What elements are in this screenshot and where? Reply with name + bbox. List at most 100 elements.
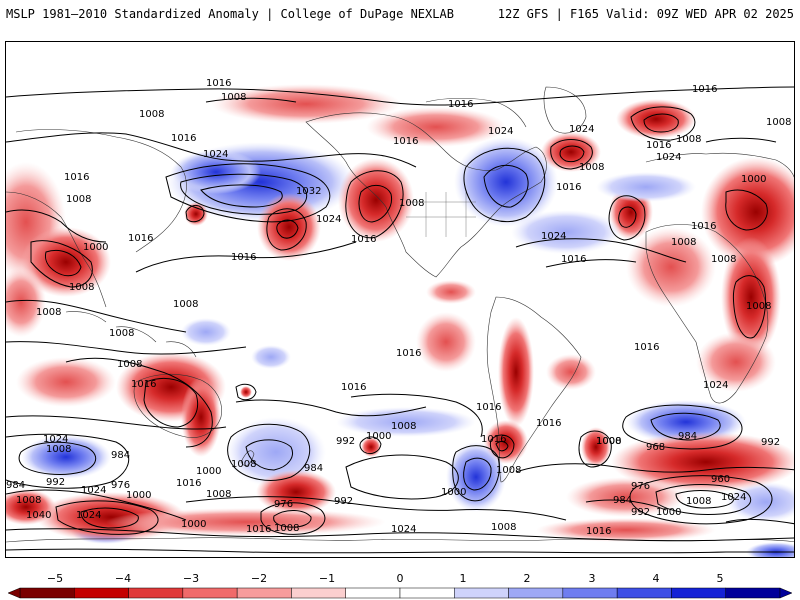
- contour-label: 1000: [196, 466, 221, 477]
- isobars: [6, 86, 794, 554]
- contour-label: 1008: [579, 162, 604, 173]
- contour-label: 1000: [441, 487, 466, 498]
- contour-label: 1032: [296, 186, 321, 197]
- contour-label: 1016: [246, 524, 271, 535]
- colorbar-cell: [74, 587, 129, 599]
- contour-label: 1008: [36, 307, 61, 318]
- colorbar-cell: [562, 587, 618, 599]
- contour-label: 1008: [686, 496, 711, 507]
- contour-label: 1024: [488, 126, 513, 137]
- contour-label: 1016: [634, 342, 659, 353]
- contour-label: 1008: [711, 254, 736, 265]
- contour-label: 1008: [221, 92, 246, 103]
- contour-label: 1000: [741, 174, 766, 185]
- contour-label: 1000: [83, 242, 108, 253]
- contour-label: 1008: [206, 489, 231, 500]
- contour-label: 1000: [656, 507, 681, 518]
- contour-label: 1008: [766, 117, 791, 128]
- contour-label: 1016: [176, 478, 201, 489]
- contour-label: 1008: [117, 359, 142, 370]
- contour-label: 1016: [64, 172, 89, 183]
- contour-label: 1008: [746, 301, 771, 312]
- coastlines: [6, 86, 794, 543]
- colorbar-tick-label: 2: [523, 572, 531, 585]
- contour-label: 1008: [399, 198, 424, 209]
- contour-label: 992: [46, 477, 65, 488]
- map-title: MSLP 1981–2010 Standardized Anomaly | Co…: [6, 7, 454, 21]
- colorbar-cell: [671, 587, 726, 599]
- contour-label: 1008: [391, 421, 416, 432]
- contour-label: 976: [274, 499, 293, 510]
- colorbar-tick-label: 3: [588, 572, 596, 585]
- contour-labels: 1016 1008 1016 1024 1024 1008 1016 1016 …: [6, 78, 791, 537]
- colorbar-cell: [345, 587, 401, 599]
- contour-label: 1024: [316, 214, 341, 225]
- colorbar-cell: [508, 587, 564, 599]
- contour-label: 1024: [203, 149, 228, 160]
- contour-label: 1024: [391, 524, 416, 535]
- contour-label: 1016: [393, 136, 418, 147]
- contour-label: 1024: [43, 434, 68, 445]
- colorbar-tick-label: −5: [46, 572, 64, 585]
- contour-label: 1000: [596, 436, 621, 447]
- contour-label: 1008: [66, 194, 91, 205]
- contour-label: 1008: [16, 495, 41, 506]
- contour-label: 1016: [586, 526, 611, 537]
- contour-label: 1008: [139, 109, 164, 120]
- contour-label: 1016: [536, 418, 561, 429]
- colorbar-tick-label: 5: [716, 572, 724, 585]
- contour-label: 1008: [69, 282, 94, 293]
- contour-label: 1016: [231, 252, 256, 263]
- map-frame[interactable]: 1016 1008 1016 1024 1024 1008 1016 1016 …: [5, 41, 795, 558]
- colorbar-cell: [182, 587, 238, 599]
- colorbar-tick-label: 0: [396, 572, 404, 585]
- colorbar-tick-label: 4: [652, 572, 660, 585]
- contour-label: 992: [334, 496, 353, 507]
- colorbar-tick-label: −4: [114, 572, 132, 585]
- contour-label: 1008: [671, 237, 696, 248]
- colorbar-tick-label: −3: [182, 572, 200, 585]
- contour-label: 992: [631, 507, 650, 518]
- colorbar-cell: [725, 587, 781, 599]
- header: MSLP 1981–2010 Standardized Anomaly | Co…: [0, 0, 800, 30]
- contour-label: 1008: [109, 328, 134, 339]
- contour-label: 1016: [131, 379, 156, 390]
- contour-label: 1000: [126, 490, 151, 501]
- contour-label: 968: [646, 442, 665, 453]
- contour-label: 1016: [396, 348, 421, 359]
- colorbar-cell: [236, 587, 292, 599]
- contour-label: 1000: [181, 519, 206, 530]
- contour-label: 1008: [676, 134, 701, 145]
- contour-label: 984: [304, 463, 323, 474]
- contour-label: 1016: [561, 254, 586, 265]
- contour-label: 1000: [366, 431, 391, 442]
- contour-label: 1008: [596, 436, 621, 447]
- colorbar-cell: [19, 587, 75, 599]
- mslp-anomaly-map[interactable]: 1016 1008 1016 1024 1024 1008 1016 1016 …: [6, 42, 795, 558]
- colorbar: −5 −4 −3 −2 −1 0 1 2 3 4 5: [0, 572, 800, 600]
- contour-label: 1008: [173, 299, 198, 310]
- colorbar-tick-label: −2: [250, 572, 268, 585]
- contour-label: 1024: [81, 485, 106, 496]
- contour-label: 960: [711, 474, 730, 485]
- colorbar-cell: [128, 587, 184, 599]
- colorbar-cell: [399, 587, 455, 599]
- colorbar-cell: [291, 587, 346, 599]
- contour-label: 1024: [703, 380, 728, 391]
- contour-label: 1008: [231, 459, 256, 470]
- contour-label: 984: [678, 431, 697, 442]
- contour-label: 1040: [26, 510, 51, 521]
- contour-label: 1024: [569, 124, 594, 135]
- contour-label: 1008: [46, 444, 71, 455]
- colorbar-min-arrow: [7, 587, 21, 599]
- contour-label: 1016: [646, 140, 671, 151]
- run-info: 12Z GFS | F165 Valid: 09Z WED APR 02 202…: [497, 7, 794, 21]
- contour-label: 1016: [692, 84, 717, 95]
- contour-label: 1024: [721, 492, 746, 503]
- contour-label: 1016: [206, 78, 231, 89]
- contour-label: 1008: [496, 465, 521, 476]
- contour-label: 1016: [171, 133, 196, 144]
- contour-label: 1016: [476, 402, 501, 413]
- contour-label: 1016: [691, 221, 716, 232]
- contour-label: 976: [111, 480, 130, 491]
